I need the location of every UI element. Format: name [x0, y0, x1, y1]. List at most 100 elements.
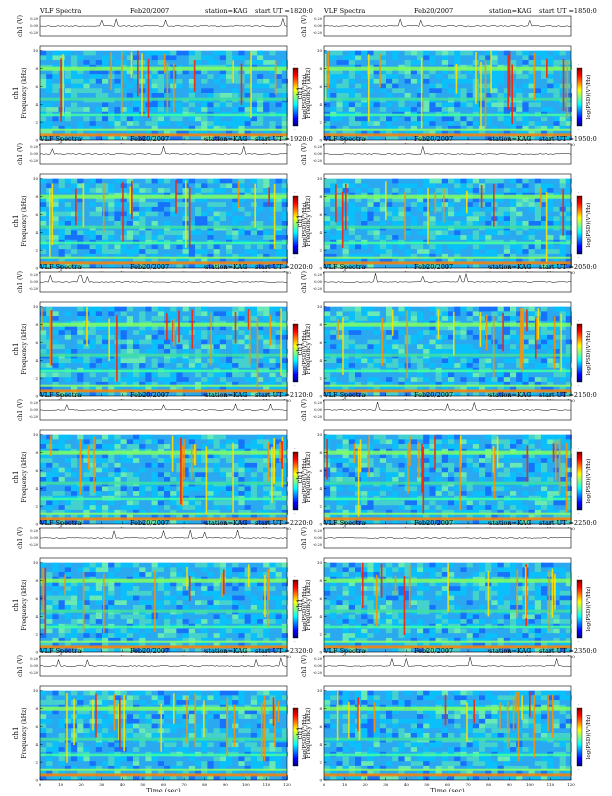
spectrogram-cell	[460, 477, 466, 482]
spectrogram-cell	[504, 501, 510, 506]
spectrogram-cell	[547, 491, 553, 496]
spectrogram-cell	[460, 121, 466, 126]
spectrogram-cell	[336, 207, 342, 212]
spectrogram-cell	[77, 600, 83, 605]
spectrogram-cell	[90, 79, 96, 84]
spectrogram-cell	[52, 596, 58, 601]
spectrogram-cell	[541, 358, 547, 363]
spectrogram-cell	[460, 335, 466, 340]
spectrogram-cell	[436, 340, 442, 345]
spectrogram-cell	[355, 235, 361, 240]
spectrogram-cell	[398, 377, 404, 382]
spectrogram-sferic	[206, 446, 208, 514]
spectrogram-axis-label: Frequency (kHz)	[21, 451, 28, 502]
spectrogram-cell	[238, 614, 244, 619]
panel-header-station: station=KAG	[489, 263, 532, 271]
spectrogram-cell	[367, 491, 373, 496]
spectrogram-cell	[324, 435, 330, 440]
spectrogram-cell	[40, 117, 46, 122]
spectrogram-cell	[164, 373, 170, 378]
spectrogram-cell	[71, 596, 77, 601]
spectrogram-cell	[152, 363, 158, 368]
spectrogram-cell	[232, 629, 238, 634]
spectrogram-cell	[417, 207, 423, 212]
spectrogram-cell	[96, 188, 102, 193]
spectrogram-cell	[516, 221, 522, 226]
spectrogram-cell	[355, 245, 361, 250]
spectrogram-cell	[374, 472, 380, 477]
spectrogram-cell	[71, 74, 77, 79]
spectrogram-cell	[183, 619, 189, 624]
spectrogram-cell	[479, 307, 485, 312]
spectrogram-cell	[510, 491, 516, 496]
panel-header-date: Feb20/2007	[414, 135, 453, 143]
spectrogram-cell	[201, 633, 207, 638]
freq-tick-label: 6	[319, 84, 322, 89]
spectrogram-cell	[398, 212, 404, 217]
spectrogram-cell	[257, 117, 263, 122]
spectrogram-cell	[214, 619, 220, 624]
spectrogram-cell	[442, 472, 448, 477]
spectrogram-cell	[214, 501, 220, 506]
spectrogram-axis-label: Frequency (kHz)	[305, 67, 312, 118]
spectrogram-cell	[529, 249, 535, 254]
spectrogram-cell	[201, 619, 207, 624]
spectrogram-cell	[214, 600, 220, 605]
spectrogram-cell	[152, 472, 158, 477]
spectrogram-cell	[127, 221, 133, 226]
spectrogram-sferic	[480, 312, 482, 347]
spectrogram-sferic	[248, 564, 250, 587]
spectrogram-cell	[232, 586, 238, 591]
spectrogram-cell	[145, 439, 151, 444]
spectrogram-cell	[324, 221, 330, 226]
spectrogram-cell	[90, 563, 96, 568]
spectrogram-band	[324, 242, 571, 245]
spectrogram-cell	[158, 311, 164, 316]
spectrogram-cell	[77, 614, 83, 619]
spectrogram-cell	[510, 472, 516, 477]
spectrogram-cell	[71, 55, 77, 60]
spectrogram-cell	[238, 330, 244, 335]
spectrogram-cell	[269, 377, 275, 382]
spectrogram-cell	[201, 335, 207, 340]
spectrogram-sferic	[86, 307, 88, 346]
spectrogram-cell	[226, 183, 232, 188]
spectrogram-cell	[102, 55, 108, 60]
spectrogram-cell	[158, 93, 164, 98]
spectrogram-cell	[158, 586, 164, 591]
spectrogram-cell	[547, 439, 553, 444]
spectrogram-sferic	[241, 64, 243, 105]
spectrogram-cell	[343, 84, 349, 89]
spectrogram-cell	[164, 179, 170, 184]
spectrogram-cell	[195, 51, 201, 56]
spectrogram-cell	[516, 179, 522, 184]
spectrogram-cell	[71, 486, 77, 491]
spectrogram-cell	[40, 74, 46, 79]
spectrogram-cell	[121, 633, 127, 638]
spectrogram-cell	[71, 183, 77, 188]
spectrogram-cell	[560, 373, 566, 378]
spectrogram-cell	[77, 245, 83, 250]
spectrogram-cell	[367, 358, 373, 363]
spectrogram-cell	[232, 363, 238, 368]
spectrogram-cell	[139, 330, 145, 335]
spectrogram-cell	[59, 330, 65, 335]
colorbar-label: log(PSD)(V²/Hz)	[585, 459, 592, 504]
spectrogram-cell	[361, 84, 367, 89]
spectrogram-cell	[170, 51, 176, 56]
spectrogram-cell	[183, 377, 189, 382]
spectrogram-cell	[429, 179, 435, 184]
spectrogram-cell	[108, 377, 114, 382]
spectrogram-cell	[454, 55, 460, 60]
spectrogram-cell	[183, 591, 189, 596]
spectrogram-cell	[189, 363, 195, 368]
spectrogram-cell	[367, 121, 373, 126]
spectrogram-cell	[454, 311, 460, 316]
spectrogram-cell	[220, 93, 226, 98]
spectrogram-cell	[121, 344, 127, 349]
spectrogram-cell	[336, 505, 342, 510]
spectrogram-cell	[510, 501, 516, 506]
spectrogram-cell	[164, 358, 170, 363]
spectrogram-cell	[77, 373, 83, 378]
